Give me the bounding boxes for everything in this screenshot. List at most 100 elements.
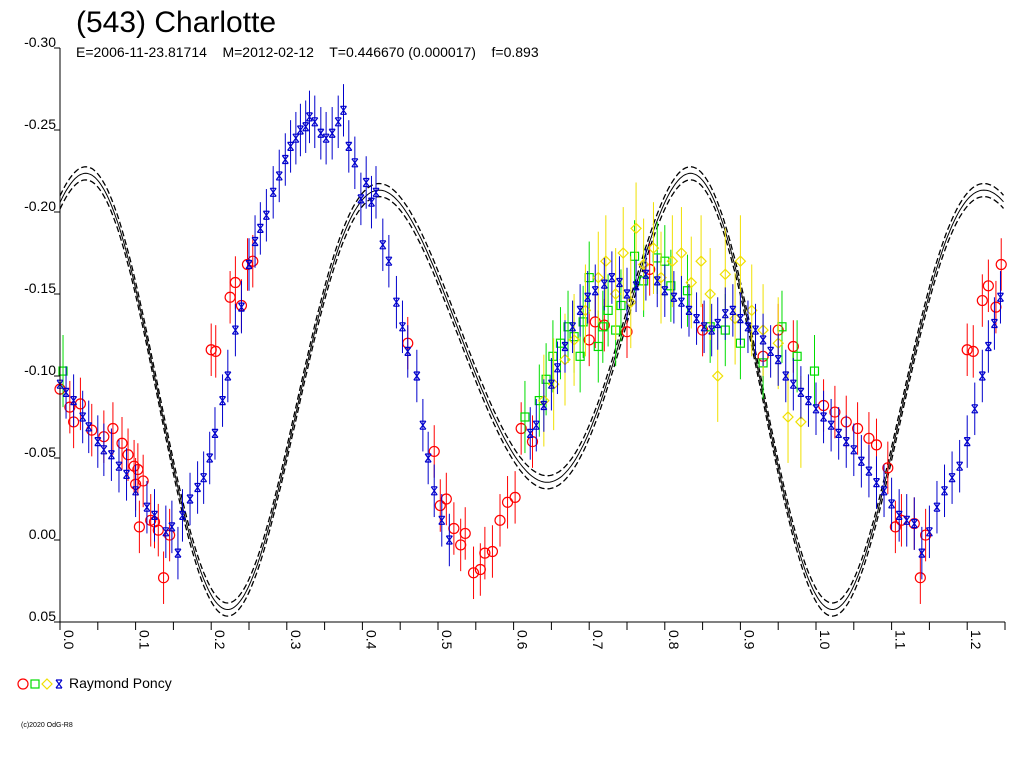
data-point	[137, 475, 149, 487]
data-point	[229, 276, 241, 289]
data-point	[206, 453, 214, 463]
data-point	[115, 461, 123, 471]
data-point	[967, 345, 979, 357]
data-point	[804, 396, 812, 406]
data-point	[792, 351, 802, 361]
data-point	[996, 292, 1004, 302]
data-point	[287, 141, 295, 151]
data-point	[820, 412, 828, 422]
data-point	[367, 197, 375, 207]
data-point	[857, 456, 865, 466]
data-point	[708, 325, 716, 335]
data-point	[653, 276, 661, 286]
data-point	[795, 416, 807, 428]
chart-title: (543) Charlotte	[76, 6, 276, 39]
data-point	[200, 473, 208, 483]
data-point	[982, 280, 994, 292]
x-tick-label: 0.5	[439, 630, 455, 650]
data-point	[107, 450, 115, 460]
data-point	[379, 240, 387, 250]
data-point	[568, 334, 580, 346]
data-point	[850, 445, 858, 455]
data-point	[578, 317, 588, 327]
data-point	[895, 510, 903, 520]
data-point	[865, 466, 873, 476]
data-point	[644, 263, 656, 275]
model-curve-bound	[59, 166, 1004, 604]
data-point	[94, 437, 102, 447]
data-point	[918, 548, 926, 558]
data-point	[547, 379, 555, 389]
data-point	[275, 171, 283, 181]
data-point	[345, 141, 353, 151]
data-point	[621, 326, 633, 338]
x-tick-label: 1.0	[817, 630, 833, 650]
data-point	[675, 247, 688, 259]
y-tick-label: 0.05	[29, 608, 56, 624]
data-point	[555, 338, 566, 348]
data-point	[704, 288, 717, 300]
data-point	[247, 255, 259, 267]
data-point	[385, 256, 393, 266]
data-point	[340, 105, 347, 115]
legend: Raymond Poncy	[17, 675, 172, 691]
data-point	[584, 292, 592, 302]
data-point	[729, 305, 737, 315]
data-point	[168, 522, 176, 532]
data-point	[677, 297, 685, 307]
data-point	[540, 400, 548, 411]
legend-label: Raymond Poncy	[69, 675, 172, 691]
data-point	[116, 437, 128, 449]
data-point	[910, 519, 918, 529]
data-point	[122, 449, 134, 461]
data-point	[526, 428, 534, 438]
data-point	[948, 473, 956, 483]
chart-subtitle: E=2006-11-23.81714 M=2012-02-12 T=0.4466…	[76, 44, 539, 60]
data-point	[616, 300, 626, 311]
data-point	[64, 401, 76, 413]
data-point	[835, 428, 843, 438]
data-point	[520, 412, 530, 422]
data-point	[961, 344, 973, 356]
data-point	[623, 289, 631, 299]
data-point	[100, 445, 108, 455]
data-point	[372, 187, 380, 197]
legend-symbol-star	[55, 679, 63, 689]
copyright: (c)2020 OdG-R8	[21, 722, 73, 729]
data-point	[532, 420, 540, 430]
data-point	[767, 346, 775, 356]
data-point	[157, 572, 170, 584]
x-tick-label: 0.8	[666, 630, 682, 650]
data-point	[593, 341, 603, 352]
data-point	[617, 247, 630, 259]
y-axis-ticks: -0.30 -0.25 -0.20 -0.15 -0.10 -0.05 0.00 0.05	[24, 34, 60, 624]
data-point	[174, 548, 182, 558]
data-point	[357, 194, 365, 204]
data-point	[759, 335, 767, 345]
data-point	[194, 482, 202, 493]
data-point	[863, 432, 875, 444]
data-point	[598, 322, 608, 332]
data-point	[317, 128, 325, 138]
data-point	[971, 404, 979, 414]
data-point	[734, 255, 747, 268]
data-point	[459, 527, 471, 540]
model-curve	[59, 166, 1004, 617]
data-point	[695, 255, 707, 268]
data-point	[311, 117, 319, 127]
data-point	[685, 276, 698, 289]
data-point	[880, 486, 888, 496]
data-point	[398, 322, 406, 332]
data-point	[963, 437, 971, 447]
data-point	[829, 406, 841, 418]
data-point	[661, 286, 669, 296]
series-star	[56, 84, 1004, 580]
data-point	[736, 314, 744, 324]
data-point	[569, 322, 577, 332]
data-point	[434, 499, 446, 512]
data-point	[561, 341, 569, 352]
data-point	[292, 133, 300, 143]
data-point	[143, 502, 151, 512]
y-tick-label: -0.05	[24, 444, 56, 460]
